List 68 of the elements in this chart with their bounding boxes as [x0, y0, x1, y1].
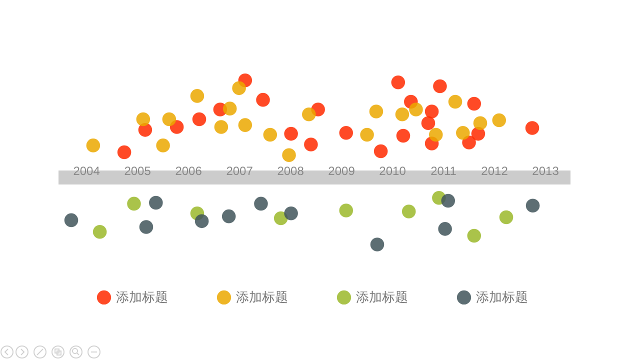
- point: [127, 196, 141, 211]
- point: [456, 126, 470, 140]
- point: [339, 126, 354, 140]
- point: [409, 102, 423, 116]
- legend-label: 添加标题: [356, 290, 408, 306]
- point: [339, 204, 354, 218]
- x-tick-label: 2012: [481, 164, 508, 178]
- point: [284, 206, 298, 220]
- point: [222, 209, 236, 224]
- point: [467, 228, 482, 243]
- point: [190, 89, 204, 103]
- point: [156, 138, 170, 152]
- point: [282, 148, 296, 162]
- point: [526, 198, 540, 213]
- point: [92, 224, 107, 239]
- point: [222, 102, 237, 116]
- x-tick-label: 2007: [226, 164, 254, 178]
- x-tick-label: 2006: [175, 164, 202, 178]
- point: [149, 196, 163, 210]
- legend-label: 添加标题: [236, 290, 288, 306]
- point: [232, 81, 246, 96]
- point: [391, 75, 406, 90]
- x-tick-label: 2010: [379, 164, 406, 178]
- point: [525, 121, 540, 135]
- point: [192, 112, 206, 126]
- x-tick-label: 2009: [328, 164, 356, 178]
- point: [194, 214, 209, 228]
- point: [284, 126, 298, 141]
- point: [162, 112, 176, 126]
- point: [139, 220, 154, 234]
- point: [467, 96, 482, 111]
- point: [395, 108, 410, 122]
- point: [370, 238, 384, 252]
- legend-label: 添加标题: [476, 290, 528, 306]
- point: [428, 128, 443, 142]
- point: [254, 196, 268, 211]
- point: [492, 113, 506, 128]
- x-tick-label: 2004: [73, 164, 100, 178]
- point: [421, 116, 436, 130]
- point: [136, 112, 150, 126]
- point: [473, 116, 488, 130]
- x-tick-label: 2011: [430, 164, 457, 178]
- point: [424, 104, 439, 118]
- x-tick-label: 2008: [277, 164, 304, 178]
- point: [302, 108, 316, 122]
- point: [86, 138, 100, 152]
- x-tick-label: 2005: [124, 164, 152, 178]
- point: [441, 194, 456, 208]
- point: [304, 138, 318, 152]
- point: [238, 118, 252, 132]
- point: [274, 211, 288, 226]
- point: [117, 145, 132, 160]
- point: [402, 204, 416, 218]
- x-tick-label: 2013: [532, 164, 560, 178]
- point: [438, 222, 452, 236]
- point: [374, 144, 388, 158]
- point: [263, 128, 278, 142]
- point: [448, 94, 462, 109]
- point: [462, 136, 476, 150]
- legend-label: 添加标题: [116, 290, 168, 306]
- point: [396, 128, 410, 143]
- point: [214, 120, 228, 134]
- point: [433, 79, 447, 94]
- point: [64, 213, 78, 228]
- point: [499, 210, 514, 224]
- point: [256, 92, 270, 107]
- point: [369, 104, 384, 118]
- point: [360, 128, 374, 142]
